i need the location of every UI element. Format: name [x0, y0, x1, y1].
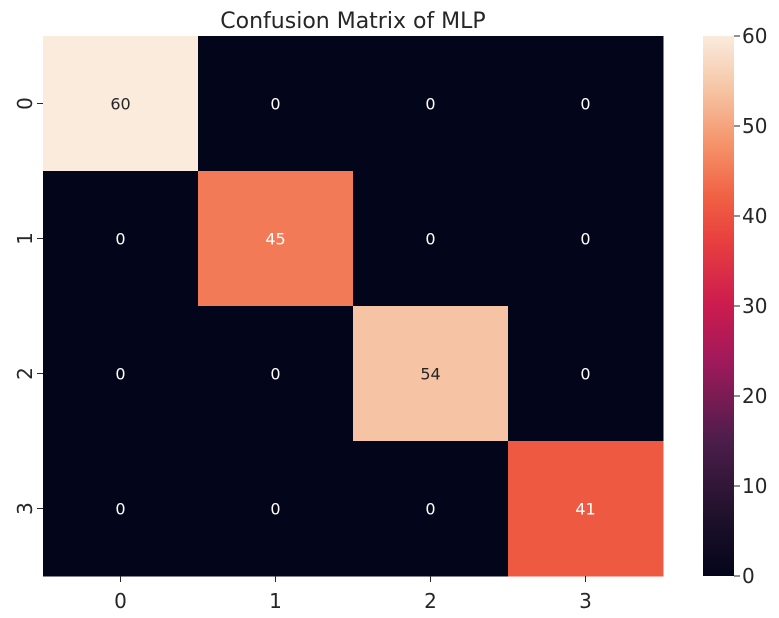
cell-value-label: 54 [420, 365, 440, 384]
cell-value-label: 0 [115, 230, 125, 249]
cell-value-label: 0 [580, 230, 590, 249]
cell-value-label: 41 [575, 500, 595, 519]
colorbar [703, 36, 734, 576]
cell-value-label: 0 [425, 500, 435, 519]
y-tick-label: 0 [13, 97, 37, 110]
colorbar-tick-label: 60 [742, 24, 767, 48]
colorbar-tick-label: 0 [742, 564, 755, 588]
x-axis-ticks: 0 1 2 3 [114, 576, 592, 613]
colorbar-tick-label: 40 [742, 204, 767, 228]
y-axis-ticks: 0 1 2 3 [13, 97, 43, 515]
cell-value-label: 0 [425, 230, 435, 249]
cell-value-label: 45 [265, 230, 285, 249]
x-tick-label: 3 [579, 589, 592, 613]
x-tick-label: 0 [114, 589, 127, 613]
cell-value-label: 0 [270, 365, 280, 384]
y-tick-label: 2 [13, 367, 37, 380]
colorbar-tick-label: 30 [742, 294, 767, 318]
cell-value-label: 0 [270, 95, 280, 114]
cell-value-label: 0 [115, 500, 125, 519]
colorbar-tick-label: 50 [742, 114, 767, 138]
cell-value-label: 0 [425, 95, 435, 114]
y-tick-label: 3 [13, 502, 37, 515]
cell-value-label: 0 [270, 500, 280, 519]
cell-value-label: 60 [110, 95, 130, 114]
chart-title: Confusion Matrix of MLP [220, 9, 485, 34]
cell-value-label: 0 [580, 95, 590, 114]
heatmap-cells: 60 0 0 0 0 45 0 0 0 0 54 0 0 0 0 41 [43, 36, 664, 577]
y-tick-label: 1 [13, 232, 37, 245]
x-tick-label: 2 [424, 589, 437, 613]
colorbar-ticks: 0 10 20 30 40 50 60 [734, 24, 767, 588]
cell-value-label: 0 [580, 365, 590, 384]
colorbar-tick-label: 10 [742, 474, 767, 498]
cell-value-label: 0 [115, 365, 125, 384]
colorbar-tick-label: 20 [742, 384, 767, 408]
x-tick-label: 1 [269, 589, 282, 613]
